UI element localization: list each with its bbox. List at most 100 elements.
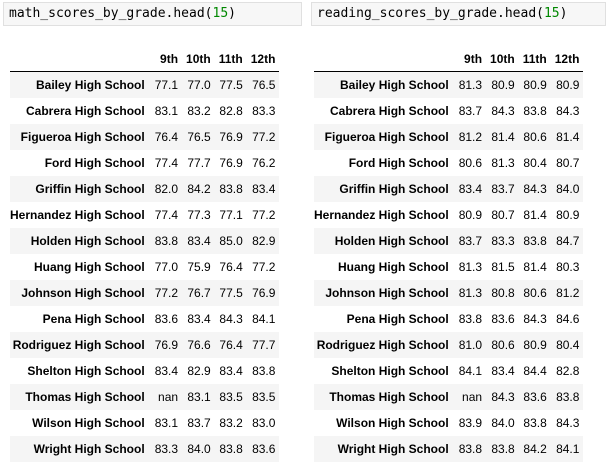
table-cell: 83.9 bbox=[458, 415, 483, 430]
table-cell: 77.2 bbox=[252, 207, 276, 222]
table-cell: 76.4 bbox=[154, 129, 179, 144]
table-cell: 83.7 bbox=[458, 233, 483, 248]
table-cell: 84.6 bbox=[556, 311, 580, 326]
row-label: Wilson High School bbox=[336, 415, 449, 430]
table-cell: 83.8 bbox=[523, 103, 547, 118]
table-cell: 84.3 bbox=[523, 311, 547, 326]
table-cell: 80.9 bbox=[556, 207, 580, 222]
table-cell: 83.8 bbox=[523, 233, 547, 248]
column-header: 10th bbox=[182, 46, 215, 72]
table-cell: 76.9 bbox=[219, 129, 243, 144]
row-label: Thomas High School bbox=[329, 389, 449, 404]
column-header: 12th bbox=[246, 46, 280, 72]
code-close: ) bbox=[228, 6, 236, 21]
table-cell: 83.2 bbox=[219, 415, 243, 430]
row-label: Cabrera High School bbox=[26, 103, 145, 118]
table-row: Bailey High School 81.3 80.9 80.9 80.9 bbox=[314, 71, 584, 98]
table-cell: 84.2 bbox=[523, 441, 547, 456]
table-row: Shelton High School 84.1 83.4 84.4 82.8 bbox=[314, 358, 583, 384]
table-cell: 81.0 bbox=[458, 337, 483, 352]
table-cell: 84.1 bbox=[458, 363, 483, 378]
table-cell: 80.6 bbox=[458, 155, 483, 170]
table-cell: 83.8 bbox=[556, 389, 580, 404]
row-label: Ford High School bbox=[44, 155, 145, 170]
table-row: Griffin High School 83.4 83.7 84.3 84.0 bbox=[314, 175, 584, 202]
row-label: Griffin High School bbox=[35, 181, 145, 196]
index-header bbox=[10, 46, 151, 72]
table-cell: 82.9 bbox=[187, 363, 211, 378]
table-cell: 76.5 bbox=[252, 77, 276, 92]
table-cell: 80.8 bbox=[491, 285, 515, 300]
table-row: Rodriguez High School 81.0 80.6 80.9 80.4 bbox=[314, 331, 584, 358]
table-cell: 75.9 bbox=[187, 259, 211, 274]
table-cell: 83.8 bbox=[458, 441, 483, 456]
table-cell: 83.7 bbox=[187, 415, 211, 430]
table-cell: 83.4 bbox=[187, 233, 211, 248]
column-header: 12th bbox=[550, 46, 584, 72]
table-cell: 83.6 bbox=[491, 311, 515, 326]
table-cell: 83.8 bbox=[523, 415, 547, 430]
table-cell: 83.6 bbox=[154, 311, 179, 326]
table-cell: 77.0 bbox=[187, 77, 211, 92]
table-cell: 77.2 bbox=[252, 259, 276, 274]
index-header bbox=[314, 46, 455, 72]
table-cell: 84.4 bbox=[523, 363, 547, 378]
table-row: Johnson High School 77.2 76.7 77.5 76.9 bbox=[10, 279, 280, 306]
table-row: Wilson High School 83.9 84.0 83.8 84.3 bbox=[314, 410, 583, 436]
table-cell: 83.2 bbox=[187, 103, 211, 118]
table-cell: 83.7 bbox=[458, 103, 483, 118]
table-cell: 80.9 bbox=[458, 207, 483, 222]
code-function: math_scores_by_grade.head( bbox=[9, 6, 213, 21]
row-label: Figueroa High School bbox=[324, 129, 449, 144]
table-cell: 76.9 bbox=[252, 285, 276, 300]
table-cell: 76.9 bbox=[154, 337, 179, 352]
reading-code-cell[interactable]: reading_scores_by_grade.head(15) bbox=[311, 2, 606, 26]
table-row: Wright High School 83.8 83.8 84.2 84.1 bbox=[314, 435, 584, 462]
row-label: Holden High School bbox=[30, 233, 145, 248]
column-header: 11th bbox=[518, 46, 551, 72]
table-row: Hernandez High School 77.4 77.3 77.1 77.2 bbox=[10, 202, 279, 228]
table-cell: 83.5 bbox=[252, 389, 276, 404]
table-cell: 77.1 bbox=[154, 77, 179, 92]
code-close: ) bbox=[559, 6, 568, 21]
math-code-cell[interactable]: math_scores_by_grade.head(15) bbox=[3, 2, 302, 26]
table-cell: 84.2 bbox=[187, 181, 211, 196]
table-cell: 77.0 bbox=[154, 259, 179, 274]
table-row: Cabrera High School 83.1 83.2 82.8 83.3 bbox=[10, 98, 279, 124]
row-label: Rodriguez High School bbox=[12, 337, 145, 352]
table-cell: 85.0 bbox=[219, 233, 243, 248]
row-label: Huang High School bbox=[338, 259, 449, 274]
table-cell: 77.2 bbox=[154, 285, 179, 300]
table-row: Holden High School 83.7 83.3 83.8 84.7 bbox=[314, 227, 584, 254]
table-cell: 80.7 bbox=[491, 207, 515, 222]
reading-scores-table: 9th 10th 11th 12th Bailey High School 81.3 80… bbox=[314, 46, 584, 462]
table-cell: 82.8 bbox=[556, 363, 580, 378]
table-cell: 84.3 bbox=[219, 311, 243, 326]
reading-output-panel: reading_scores_by_grade.head(15) 9th 10th… bbox=[308, 0, 609, 468]
table-cell: 83.3 bbox=[154, 441, 179, 456]
table-cell: 76.7 bbox=[187, 285, 211, 300]
table-row: Thomas High School nan 84.3 83.6 83.8 bbox=[314, 383, 584, 410]
table-cell: 80.4 bbox=[523, 155, 547, 170]
table-cell: 83.7 bbox=[491, 181, 515, 196]
table-row: Bailey High School 77.1 77.0 77.5 76.5 bbox=[10, 71, 280, 98]
row-label: Bailey High School bbox=[36, 77, 145, 92]
row-label: Johnson High School bbox=[325, 285, 449, 300]
table-row: Thomas High School nan 83.1 83.5 83.5 bbox=[10, 383, 280, 410]
table-cell: 83.4 bbox=[252, 181, 276, 196]
column-header: 9th bbox=[150, 46, 183, 72]
table-cell: 77.7 bbox=[187, 155, 211, 170]
row-label: Huang High School bbox=[34, 259, 145, 274]
table-cell: 81.3 bbox=[458, 285, 483, 300]
table-cell: 83.8 bbox=[458, 311, 483, 326]
table-cell: 76.5 bbox=[187, 129, 211, 144]
row-label: Shelton High School bbox=[331, 363, 449, 378]
table-row: Hernandez High School 80.9 80.7 81.4 80.9 bbox=[314, 202, 583, 228]
table-cell: 84.3 bbox=[491, 103, 515, 118]
table-row: Holden High School 83.8 83.4 85.0 82.9 bbox=[10, 227, 280, 254]
table-header-row: 9th 10th 11th 12th bbox=[10, 46, 280, 72]
table-cell: 83.0 bbox=[252, 415, 276, 430]
table-cell: 77.1 bbox=[219, 207, 243, 222]
table-row: Huang High School 77.0 75.9 76.4 77.2 bbox=[10, 254, 279, 280]
table-cell: 80.6 bbox=[491, 337, 515, 352]
